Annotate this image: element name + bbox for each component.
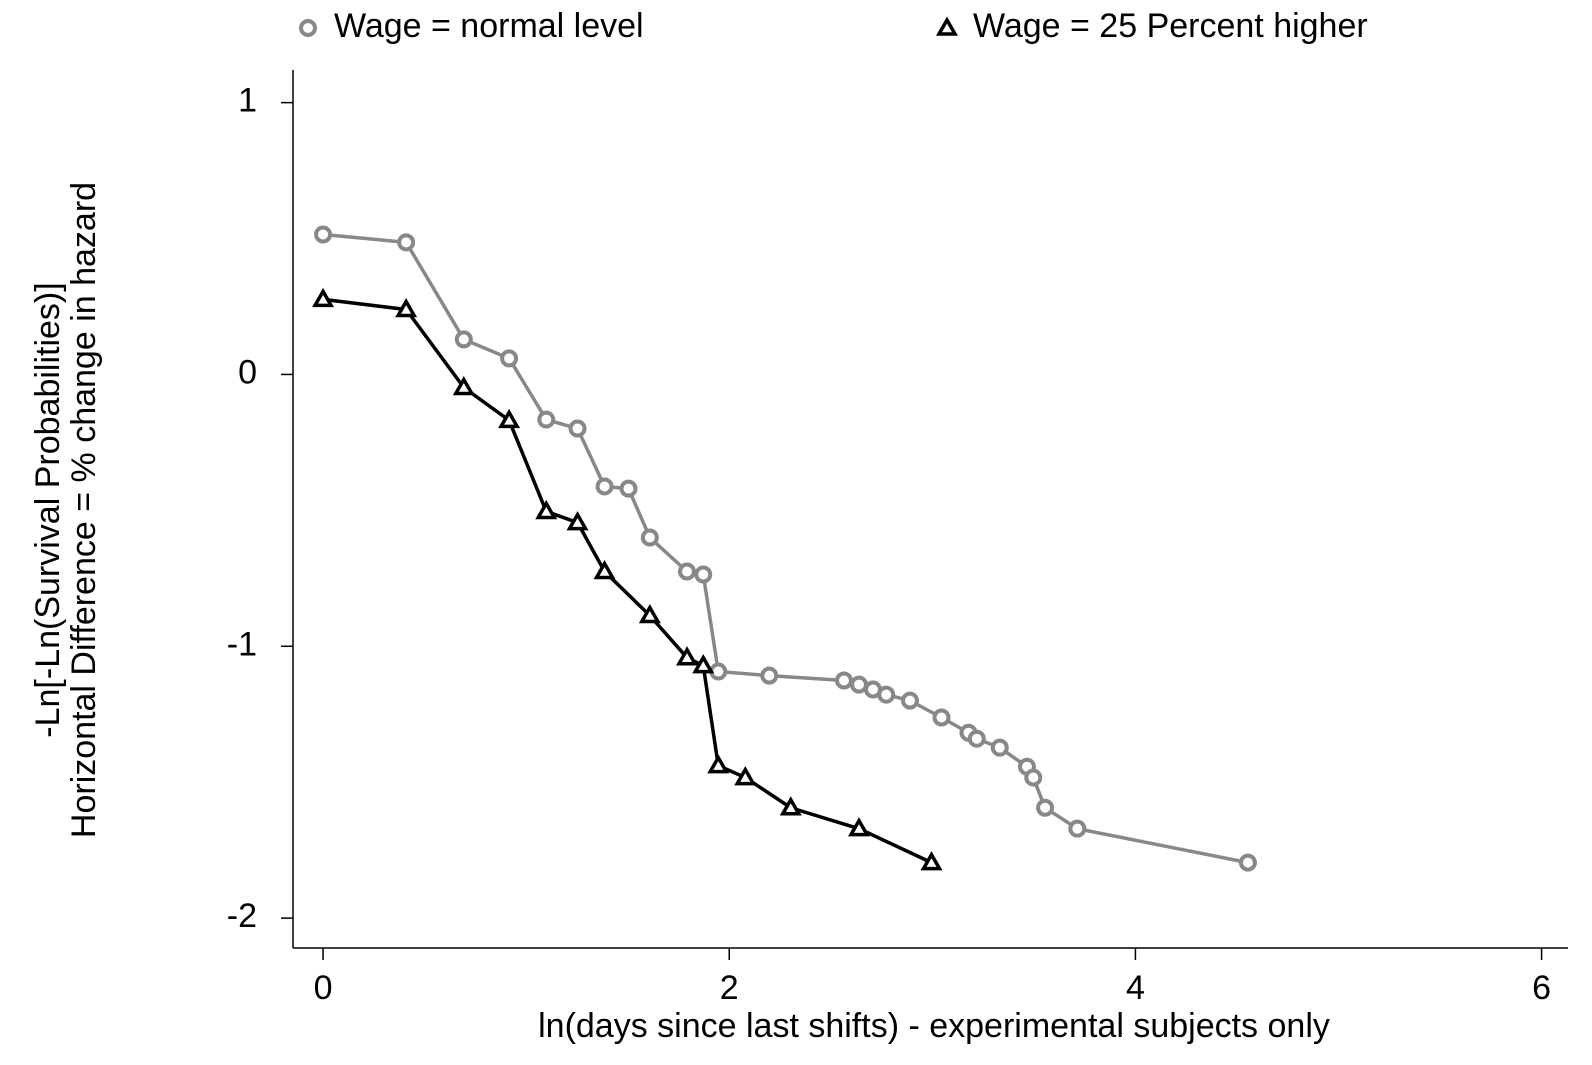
- x-axis-label: ln(days since last shifts) - experimenta…: [538, 1007, 1330, 1045]
- series-line: [322, 232, 1249, 865]
- marker: [619, 479, 638, 498]
- marker: [1068, 819, 1087, 838]
- marker: [707, 754, 730, 774]
- legend-label: Wage = 25 Percent higher: [973, 7, 1368, 45]
- marker: [920, 851, 943, 871]
- marker: [454, 330, 473, 349]
- marker: [500, 349, 519, 368]
- marker: [760, 666, 779, 685]
- marker: [734, 766, 757, 786]
- marker: [640, 528, 659, 547]
- marker: [537, 410, 556, 429]
- marker: [877, 685, 896, 704]
- marker: [638, 604, 661, 624]
- marker: [1036, 798, 1055, 817]
- y-tick-label: 1: [238, 82, 257, 120]
- x-tick-label: 2: [720, 969, 739, 1007]
- marker: [1024, 768, 1043, 787]
- marker: [535, 499, 558, 520]
- marker: [834, 671, 853, 690]
- legend-label: Wage = normal level: [334, 7, 644, 45]
- y-axis-label: Horizontal Difference = % change in haza…: [65, 182, 103, 838]
- y-tick-label: 0: [238, 353, 257, 391]
- marker: [566, 511, 589, 531]
- marker: [675, 646, 699, 666]
- marker: [779, 796, 802, 816]
- x-tick-label: 6: [1532, 969, 1551, 1007]
- series-line: [322, 297, 933, 865]
- marker: [900, 691, 919, 710]
- legend-marker: [299, 19, 317, 37]
- marker: [709, 662, 728, 681]
- y-tick-label: -1: [227, 625, 257, 663]
- marker: [395, 297, 418, 318]
- marker: [593, 559, 616, 580]
- marker: [568, 419, 587, 438]
- x-tick-label: 4: [1126, 969, 1145, 1007]
- marker: [677, 562, 696, 581]
- marker: [1238, 853, 1257, 872]
- marker: [694, 565, 713, 584]
- marker: [850, 675, 869, 694]
- marker: [314, 225, 333, 244]
- y-tick-label: -2: [227, 897, 257, 935]
- y-axis-label: -Ln[-Ln(Survival Probabilities)]: [29, 282, 67, 737]
- legend-marker: [935, 16, 959, 36]
- marker: [990, 738, 1009, 757]
- marker: [692, 654, 715, 674]
- marker: [595, 477, 614, 496]
- marker: [452, 375, 475, 396]
- marker: [498, 408, 521, 429]
- x-tick-label: 0: [314, 969, 333, 1007]
- marker: [847, 817, 871, 837]
- marker: [312, 287, 335, 308]
- marker: [932, 708, 951, 727]
- marker: [967, 729, 986, 748]
- marker: [397, 233, 416, 252]
